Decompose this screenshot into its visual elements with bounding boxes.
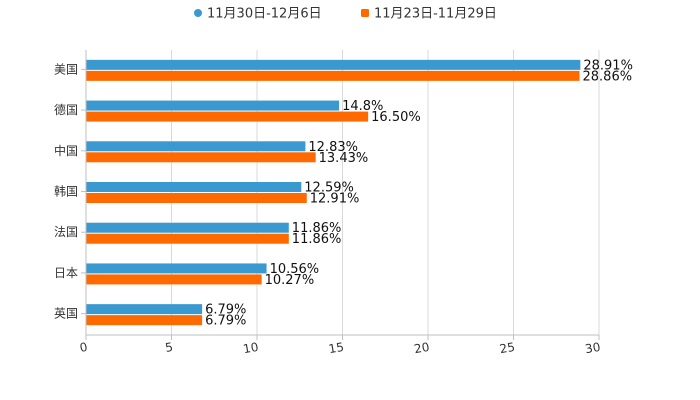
data-label-series-1: 28.91% [583, 58, 633, 73]
x-tick-label: 20 [413, 340, 430, 356]
bar-series-2 [86, 152, 316, 163]
bar-series-2 [86, 315, 203, 326]
category-label: 法国 [54, 225, 78, 239]
data-label-series-2: 11.86% [292, 232, 342, 247]
bar-series-2 [86, 233, 289, 244]
bar-series-1 [86, 59, 581, 70]
bar-series-1 [86, 182, 302, 192]
category-label: 德国 [54, 102, 78, 117]
category-label: 中国 [54, 143, 78, 158]
bar-series-1 [86, 263, 267, 274]
data-label-series-1: 11.86% [292, 221, 342, 236]
category-label: 英国 [54, 307, 78, 321]
x-tick-label: 25 [499, 340, 516, 356]
bar-series-1 [86, 141, 306, 152]
bar-series-2 [86, 111, 369, 122]
category-label: 韩国 [54, 184, 78, 199]
bar-series-2 [86, 70, 580, 81]
data-label-series-2: 16.50% [371, 110, 421, 125]
data-label-series-1: 14.8% [342, 99, 383, 114]
category-label: 日本 [54, 266, 78, 280]
legend-label: 11月30日-12月6日 [207, 7, 322, 22]
data-label-series-1: 12.83% [308, 140, 358, 155]
data-label-series-2: 28.86% [583, 69, 633, 84]
data-label-series-1: 12.59% [304, 181, 354, 196]
gridlines [171, 50, 600, 335]
data-label-series-1: 10.56% [270, 262, 320, 277]
x-tick-label: 0 [79, 340, 89, 355]
bar-series-2 [86, 193, 307, 203]
x-tick-label: 10 [242, 340, 259, 356]
bars [86, 59, 581, 326]
bar-series-2 [86, 274, 262, 285]
bar-series-1 [86, 222, 289, 233]
data-label-series-2: 12.91% [310, 192, 360, 207]
legend-label: 11月23日-11月29日 [374, 7, 497, 22]
data-label-series-2: 13.43% [319, 151, 369, 166]
data-label-series-2: 10.27% [265, 273, 315, 288]
legend-marker-series-1 [194, 9, 202, 17]
legend: 11月30日-12月6日 11月23日-11月29日 [194, 7, 497, 22]
category-label: 美国 [54, 62, 78, 76]
x-tick-label: 5 [164, 340, 174, 355]
bar-series-1 [86, 304, 203, 315]
x-tick-label: 15 [328, 340, 345, 356]
x-tick-label: 30 [584, 340, 601, 356]
legend-marker-series-2 [361, 9, 369, 17]
data-labels: 28.91%28.86% 14.8%16.50% 12.83%13.43% 12.59… [205, 58, 633, 328]
data-label-series-2: 6.79% [205, 314, 246, 329]
bar-series-1 [86, 100, 340, 111]
data-label-series-1: 6.79% [205, 303, 246, 318]
